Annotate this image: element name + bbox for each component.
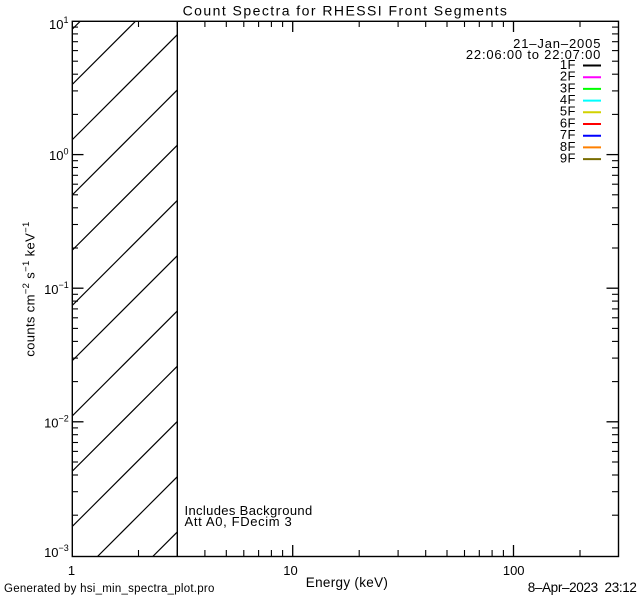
svg-text:4F: 4F: [560, 92, 576, 107]
svg-text:Energy (keV): Energy (keV): [306, 575, 388, 590]
svg-text:3F: 3F: [560, 80, 576, 95]
svg-text:Count Spectra for RHESSI Front: Count Spectra for RHESSI Front Segments: [183, 2, 509, 18]
svg-text:2F: 2F: [560, 69, 576, 84]
svg-text:6F: 6F: [560, 115, 576, 130]
svg-text:Includes Background: Includes Background: [185, 503, 313, 518]
svg-text:21–Jan–2005: 21–Jan–2005: [513, 36, 601, 51]
svg-text:9F: 9F: [560, 151, 576, 166]
svg-text:10: 10: [283, 563, 297, 578]
svg-text:22:06:00 to 22:07:00: 22:06:00 to 22:07:00: [466, 47, 601, 62]
svg-text:1F: 1F: [560, 57, 576, 72]
svg-text:Att A0, FDecim 3: Att A0, FDecim 3: [185, 514, 293, 529]
svg-text:Generated by hsi_min_spectra_p: Generated by hsi_min_spectra_plot.pro: [4, 583, 215, 595]
svg-text:1: 1: [68, 563, 75, 578]
svg-text:100: 100: [503, 563, 525, 578]
svg-text:counts cm−2 s−1 keV−1: counts cm−2 s−1 keV−1: [21, 221, 38, 356]
svg-text:8F: 8F: [560, 139, 576, 154]
svg-text:8–Apr–2023 23:12: 8–Apr–2023 23:12: [528, 580, 637, 595]
svg-text:7F: 7F: [560, 127, 576, 142]
svg-text:5F: 5F: [560, 104, 576, 119]
